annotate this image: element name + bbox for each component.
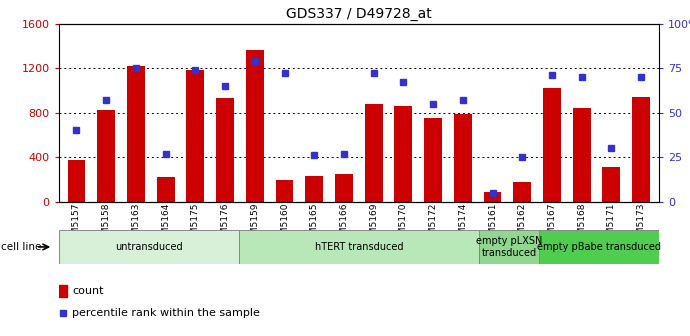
Bar [513, 181, 531, 202]
Text: cell line: cell line [1, 242, 42, 252]
Bar [59, 285, 68, 297]
Bar [602, 167, 620, 202]
Title: GDS337 / D49728_at: GDS337 / D49728_at [286, 7, 432, 21]
Bar [454, 114, 472, 202]
Bar [479, 230, 539, 264]
Text: empty pBabe transduced: empty pBabe transduced [537, 242, 661, 252]
Bar [68, 160, 86, 202]
Bar [246, 50, 264, 202]
Bar [216, 98, 234, 202]
Bar [424, 118, 442, 202]
Bar [632, 97, 650, 202]
Bar [305, 176, 323, 202]
Bar [395, 106, 413, 202]
Bar [335, 174, 353, 202]
Bar [365, 104, 382, 202]
Bar [275, 180, 293, 202]
Text: percentile rank within the sample: percentile rank within the sample [72, 308, 260, 318]
Bar [97, 110, 115, 202]
Bar [573, 108, 591, 202]
Text: untransduced: untransduced [115, 242, 183, 252]
Bar [127, 66, 145, 202]
Bar [186, 70, 204, 202]
Bar [239, 230, 479, 264]
Bar [157, 177, 175, 202]
Bar [539, 230, 659, 264]
Bar [543, 88, 561, 202]
Bar [59, 230, 239, 264]
Text: count: count [72, 286, 104, 296]
Text: hTERT transduced: hTERT transduced [315, 242, 403, 252]
Bar [484, 192, 502, 202]
Text: empty pLXSN
transduced: empty pLXSN transduced [475, 236, 542, 258]
